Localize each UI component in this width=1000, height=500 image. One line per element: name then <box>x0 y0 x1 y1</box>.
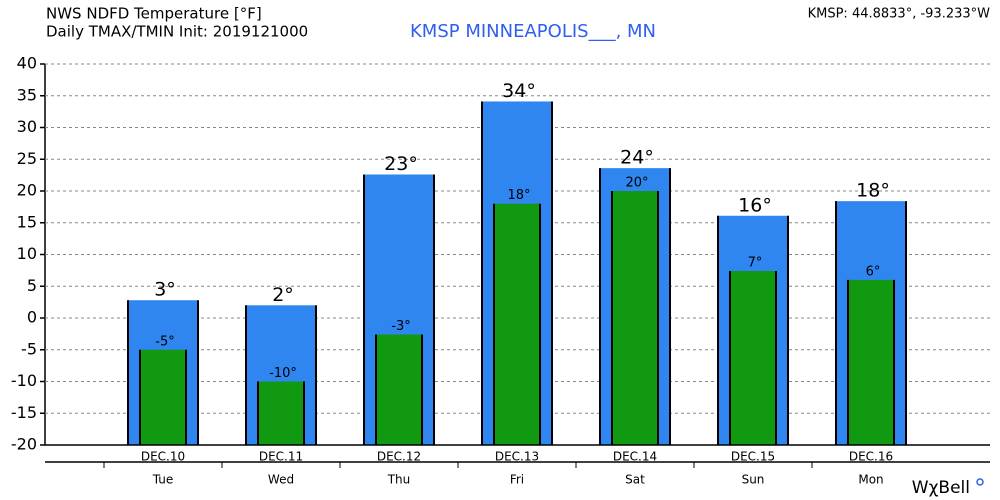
value-label: 6° <box>866 264 881 279</box>
bar <box>612 191 658 445</box>
value-label: 18° <box>507 188 530 203</box>
logo-dot <box>976 478 984 486</box>
y-tick-label: -15 <box>11 403 37 422</box>
value-label: 24° <box>620 147 654 169</box>
chart-title: NWS NDFD Temperature [°F] <box>46 5 262 23</box>
y-tick-label: 5 <box>27 276 37 295</box>
x-tick-sublabel: Mon <box>858 473 883 487</box>
value-label: -3° <box>391 319 410 334</box>
bar <box>730 271 776 445</box>
value-label: 2° <box>272 284 294 306</box>
x-tick-sublabel: Fri <box>510 473 524 487</box>
x-tick-label: DEC.10 <box>141 450 185 464</box>
x-tick-label: DEC.15 <box>731 450 775 464</box>
value-label: 18° <box>856 180 890 202</box>
bar <box>140 349 186 445</box>
x-tick-sublabel: Sat <box>625 473 645 487</box>
y-tick-label: -20 <box>11 435 37 454</box>
station-label: KMSP MINNEAPOLIS___, MN <box>410 21 656 42</box>
x-tick-label: DEC.14 <box>613 450 657 464</box>
bar <box>494 203 540 445</box>
y-tick-label: 30 <box>17 117 37 136</box>
value-label: 16° <box>738 194 772 216</box>
y-tick-label: 40 <box>17 54 37 73</box>
bar <box>258 381 304 445</box>
value-label: 3° <box>154 279 176 301</box>
value-label: 34° <box>502 80 536 102</box>
bar <box>848 279 894 445</box>
chart-subtitle: Daily TMAX/TMIN Init: 2019121000 <box>46 23 308 41</box>
value-label: 7° <box>748 256 763 271</box>
y-tick-label: -10 <box>11 371 37 390</box>
y-tick-label: 20 <box>17 181 37 200</box>
x-tick-sublabel: Tue <box>152 473 174 487</box>
y-tick-label: 35 <box>17 85 37 104</box>
logo: WχBell <box>912 478 970 498</box>
x-tick-sublabel: Wed <box>268 473 294 487</box>
x-tick-sublabel: Sun <box>742 473 765 487</box>
y-tick-label: 25 <box>17 149 37 168</box>
value-label: -10° <box>269 366 297 381</box>
x-tick-label: DEC.12 <box>377 450 421 464</box>
x-tick-sublabel: Thu <box>387 473 411 487</box>
value-label: 23° <box>384 153 418 175</box>
y-tick-label: 0 <box>27 308 37 327</box>
y-tick-label: 10 <box>17 244 37 263</box>
x-tick-label: DEC.13 <box>495 450 539 464</box>
x-tick-label: DEC.16 <box>849 450 893 464</box>
bar <box>376 334 422 445</box>
coords-label: KMSP: 44.8833°, -93.233°W <box>808 7 991 22</box>
value-label: -5° <box>155 334 174 349</box>
value-label: 20° <box>625 176 648 191</box>
x-tick-label: DEC.11 <box>259 450 303 464</box>
y-tick-label: -5 <box>21 339 37 358</box>
y-tick-label: 15 <box>17 212 37 231</box>
